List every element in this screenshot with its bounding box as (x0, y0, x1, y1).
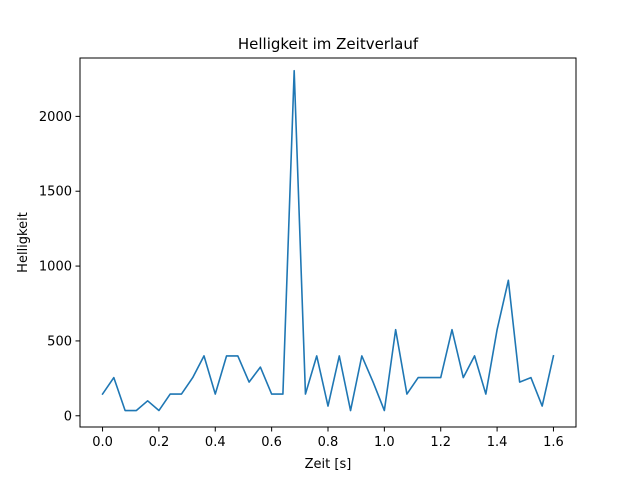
x-tick-label: 0.6 (261, 435, 282, 450)
data-point (158, 409, 160, 411)
data-point (304, 393, 306, 395)
x-tick-label: 0.0 (92, 435, 113, 450)
data-point (192, 376, 194, 378)
data-point (507, 279, 509, 281)
data-point (124, 409, 126, 411)
x-tick-label: 0.8 (318, 435, 339, 450)
x-tick-label: 1.2 (430, 435, 451, 450)
data-point (316, 355, 318, 357)
data-point (225, 355, 227, 357)
data-point (270, 393, 272, 395)
y-tick-label: 1000 (39, 260, 72, 275)
data-point (135, 409, 137, 411)
data-point (496, 328, 498, 330)
data-point (541, 405, 543, 407)
y-tick-label: 1500 (39, 185, 72, 200)
y-tick-label: 500 (47, 334, 72, 349)
data-point (282, 393, 284, 395)
data-point (473, 355, 475, 357)
data-point (146, 400, 148, 402)
data-point (383, 409, 385, 411)
series-line (101, 69, 555, 412)
data-point (552, 355, 554, 357)
x-axis-label: Zeit [s] (305, 457, 352, 472)
plot-area (101, 69, 555, 412)
x-tick-label: 0.2 (149, 435, 170, 450)
x-tick-label: 1.4 (487, 435, 508, 450)
data-point (293, 70, 295, 72)
data-point (327, 405, 329, 407)
data-point (451, 328, 453, 330)
data-point (485, 393, 487, 395)
data-point (349, 409, 351, 411)
data-point (113, 376, 115, 378)
data-point (237, 355, 239, 357)
data-point (372, 381, 374, 383)
data-point (214, 393, 216, 395)
data-point (417, 376, 419, 378)
data-point (203, 355, 205, 357)
data-point (169, 393, 171, 395)
x-tick-label: 1.0 (374, 435, 395, 450)
data-point (406, 393, 408, 395)
x-tick-label: 0.4 (205, 435, 226, 450)
data-point (248, 381, 250, 383)
data-point (259, 366, 261, 368)
data-point (338, 355, 340, 357)
data-point (394, 328, 396, 330)
data-point (440, 376, 442, 378)
y-axis-label: Helligkeit (16, 212, 31, 273)
data-point (180, 393, 182, 395)
data-point (361, 355, 363, 357)
data-point (518, 381, 520, 383)
y-tick-label: 2000 (39, 110, 72, 125)
x-tick-label: 1.6 (543, 435, 564, 450)
data-point (101, 393, 103, 395)
data-point (530, 376, 532, 378)
y-tick-label: 0 (64, 409, 72, 424)
data-point (428, 376, 430, 378)
data-point (462, 376, 464, 378)
chart-title: Helligkeit im Zeitverlauf (238, 35, 419, 53)
